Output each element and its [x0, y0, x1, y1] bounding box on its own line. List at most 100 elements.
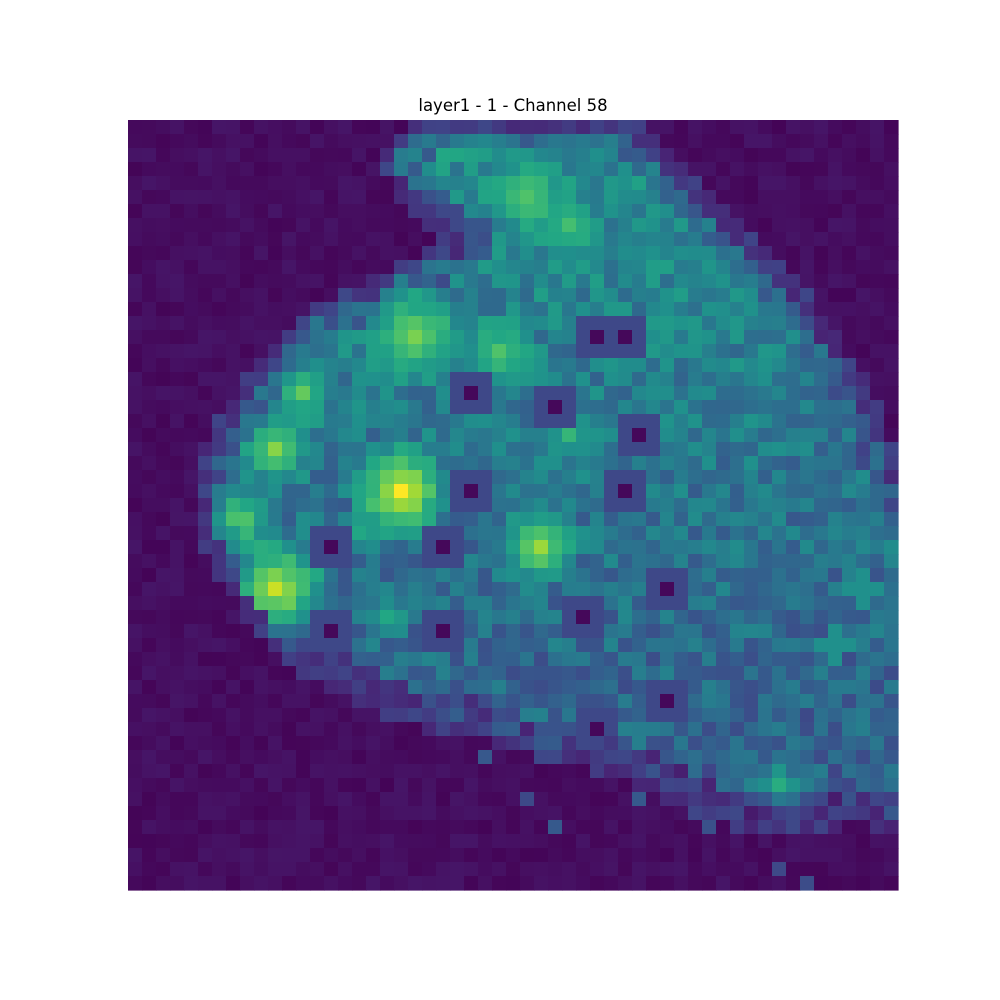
heatmap-cell: [618, 274, 633, 289]
heatmap-cell: [464, 610, 479, 625]
heatmap-cell: [128, 260, 143, 275]
heatmap-cell: [422, 176, 437, 191]
heatmap-cell: [352, 694, 367, 709]
heatmap-cell: [352, 778, 367, 793]
heatmap-cell: [758, 232, 773, 247]
heatmap-cell: [702, 470, 717, 485]
heatmap-cell: [730, 554, 745, 569]
heatmap-cell: [478, 428, 493, 443]
heatmap-cell: [450, 246, 465, 261]
heatmap-cell: [310, 848, 325, 863]
heatmap-cell: [646, 316, 661, 331]
heatmap-cell: [562, 624, 577, 639]
heatmap-cell: [296, 260, 311, 275]
heatmap-cell: [590, 302, 605, 317]
heatmap-cell: [856, 414, 871, 429]
heatmap-cell: [422, 344, 437, 359]
heatmap-cell: [478, 484, 493, 499]
heatmap-cell: [268, 428, 283, 443]
heatmap-cell: [478, 288, 493, 303]
heatmap-cell: [758, 344, 773, 359]
heatmap-cell: [422, 834, 437, 849]
heatmap-cell: [352, 148, 367, 163]
heatmap-cell: [786, 372, 801, 387]
heatmap-cell: [492, 414, 507, 429]
heatmap-cell: [786, 512, 801, 527]
heatmap-cell: [716, 596, 731, 611]
heatmap-cell: [254, 316, 269, 331]
heatmap-cell: [590, 386, 605, 401]
heatmap-cell: [240, 652, 255, 667]
heatmap-cell: [786, 274, 801, 289]
heatmap-cell: [548, 330, 563, 345]
heatmap-cell: [366, 736, 381, 751]
heatmap-cell: [408, 680, 423, 695]
heatmap-cell: [128, 288, 143, 303]
heatmap-cell: [534, 806, 549, 821]
heatmap-cell: [422, 316, 437, 331]
heatmap-cell: [744, 526, 759, 541]
heatmap-cell: [786, 344, 801, 359]
heatmap-cell: [254, 204, 269, 219]
heatmap-cell: [142, 456, 157, 471]
heatmap-cell: [744, 162, 759, 177]
heatmap-cell: [254, 680, 269, 695]
heatmap-cell: [170, 736, 185, 751]
heatmap-cell: [800, 876, 815, 891]
heatmap-cell: [296, 722, 311, 737]
heatmap-cell: [156, 694, 171, 709]
heatmap-cell: [198, 582, 213, 597]
heatmap-cell: [772, 526, 787, 541]
heatmap-cell: [744, 596, 759, 611]
heatmap-cell: [212, 848, 227, 863]
heatmap-cell: [282, 386, 297, 401]
heatmap-cell: [534, 778, 549, 793]
heatmap-cell: [282, 484, 297, 499]
heatmap-cell: [212, 232, 227, 247]
heatmap-cell: [660, 680, 675, 695]
heatmap-cell: [576, 666, 591, 681]
heatmap-cell: [436, 372, 451, 387]
heatmap-cell: [394, 176, 409, 191]
heatmap-cell: [730, 764, 745, 779]
heatmap-cell: [394, 484, 409, 499]
heatmap-cell: [464, 246, 479, 261]
heatmap-cell: [772, 792, 787, 807]
heatmap-cell: [562, 232, 577, 247]
heatmap-cell: [660, 232, 675, 247]
heatmap-cell: [716, 750, 731, 765]
heatmap-cell: [408, 484, 423, 499]
heatmap-cell: [310, 736, 325, 751]
heatmap-cell: [618, 134, 633, 149]
heatmap-cell: [646, 148, 661, 163]
heatmap-cell: [254, 134, 269, 149]
heatmap-cell: [408, 134, 423, 149]
heatmap-cell: [828, 274, 843, 289]
heatmap-cell: [282, 834, 297, 849]
heatmap-cell: [450, 218, 465, 233]
heatmap-cell: [184, 414, 199, 429]
heatmap-cell: [492, 260, 507, 275]
heatmap-cell: [380, 540, 395, 555]
heatmap-cell: [492, 806, 507, 821]
heatmap-cell: [338, 512, 353, 527]
heatmap-cell: [814, 554, 829, 569]
heatmap-cell: [702, 820, 717, 835]
heatmap-cell: [856, 568, 871, 583]
heatmap-cell: [184, 470, 199, 485]
heatmap-cell: [744, 624, 759, 639]
heatmap-cell: [520, 624, 535, 639]
heatmap-cell: [772, 204, 787, 219]
heatmap-cell: [506, 582, 521, 597]
heatmap-cell: [730, 666, 745, 681]
heatmap-cell: [310, 554, 325, 569]
heatmap-cell: [744, 456, 759, 471]
heatmap-cell: [366, 512, 381, 527]
heatmap-cell: [730, 288, 745, 303]
heatmap-cell: [576, 386, 591, 401]
heatmap-cell: [884, 246, 899, 261]
heatmap-cell: [674, 316, 689, 331]
heatmap-cell: [450, 456, 465, 471]
heatmap-cell: [142, 848, 157, 863]
heatmap-cell: [576, 540, 591, 555]
